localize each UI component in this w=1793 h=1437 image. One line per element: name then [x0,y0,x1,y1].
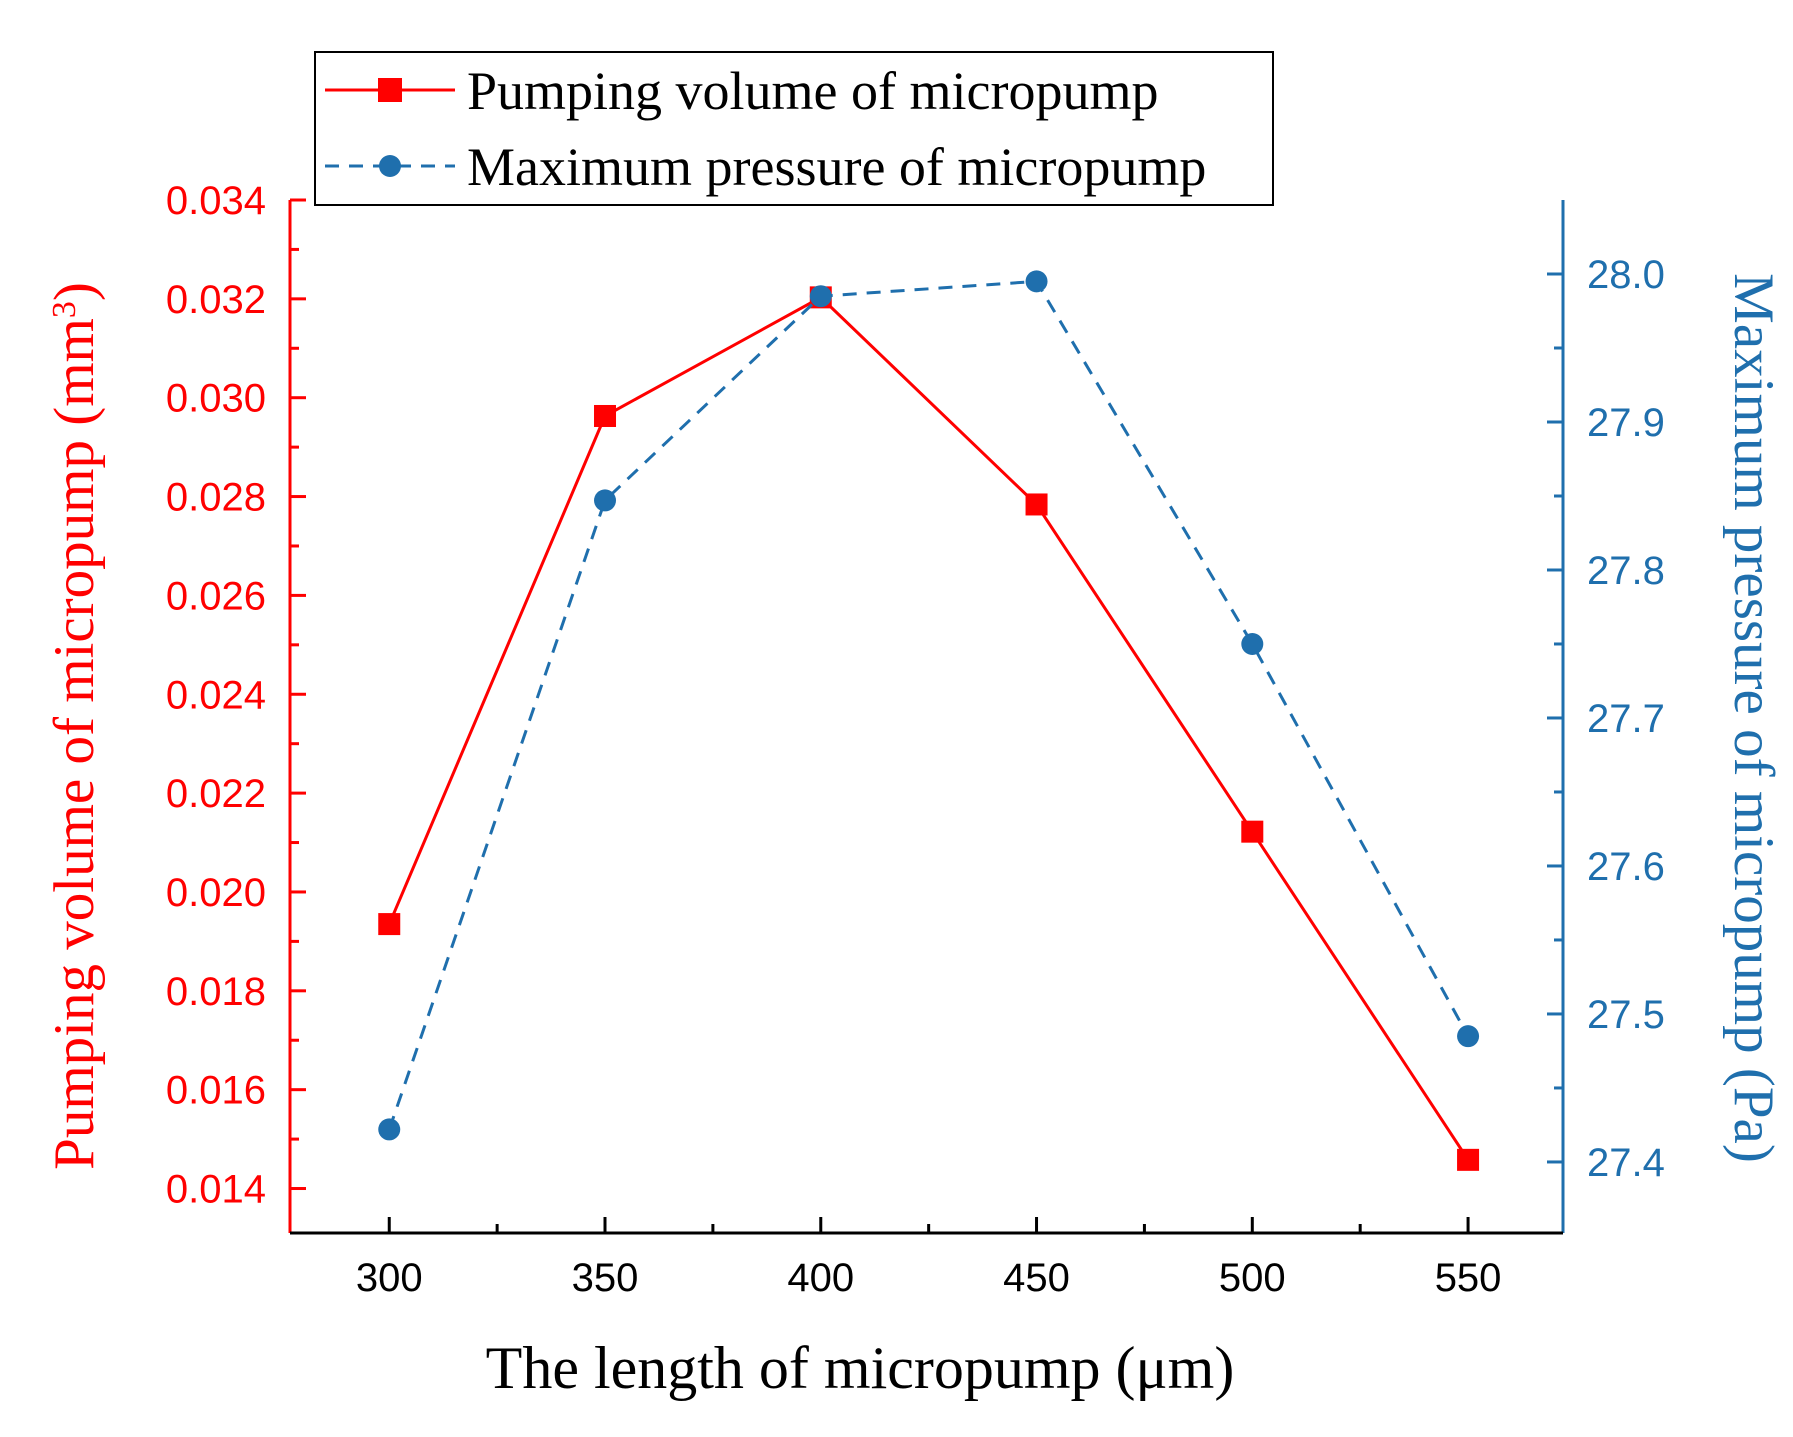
y-axis-left-title-superscript: 3 [46,301,83,318]
x-axis-title: The length of micropump (μm) [486,1335,1235,1401]
y-right-tick-label: 27.7 [1587,697,1665,741]
series-layer [378,270,1480,1171]
data-point-max-pressure [809,285,832,308]
y-right-tick-label: 27.8 [1587,549,1665,593]
data-point-max-pressure [378,1118,401,1141]
y-left-tick-label: 0.016 [166,1069,266,1113]
data-point-max-pressure [1457,1025,1480,1048]
y-left-tick-label: 0.026 [166,574,266,618]
y-left-tick-label: 0.018 [166,970,266,1014]
data-point-max-pressure [1025,270,1048,293]
data-point-pumping-volume [1457,1148,1480,1171]
x-tick-label: 400 [787,1256,854,1300]
y-axis-left-title: Pumping volume of micropump (mm3) [43,282,106,1170]
legend-label-max-pressure: Maximum pressure of micropump [467,137,1206,197]
y-axis-left-title-end: ) [43,282,106,301]
legend-marker-pumping-volume [378,78,402,102]
y-right-tick-label: 27.4 [1587,1141,1665,1185]
y-left-tick-label: 0.020 [166,871,266,915]
x-tick-label: 550 [1435,1256,1502,1300]
y-axis-right-title: Maximum pressure of micropump (Pa) [1722,273,1785,1163]
y-right-tick-label: 27.9 [1587,401,1665,445]
y-right-tick-label: 27.5 [1587,993,1665,1037]
y-left-tick-label: 0.024 [166,673,266,717]
y-left-tick-label: 0.030 [166,377,266,421]
series-line-max-pressure [387,279,1470,1130]
x-tick-label: 450 [1003,1256,1070,1300]
data-point-max-pressure [594,489,617,512]
y-right-tick-label: 28.0 [1587,253,1665,297]
y-left-tick-label: 0.034 [166,179,266,223]
data-point-pumping-volume [1025,493,1048,516]
y-left-tick-label: 0.014 [166,1168,266,1212]
y-left-tick-label: 0.028 [166,476,266,520]
legend-label-pumping-volume: Pumping volume of micropump [467,61,1158,121]
x-tick-label: 500 [1219,1256,1286,1300]
legend-box [314,51,1274,206]
x-tick-label: 350 [572,1256,639,1300]
x-tick-label: 300 [356,1256,423,1300]
data-point-pumping-volume [594,404,617,427]
axes: 0.014 0.016 0.018 0.020 0.022 0.024 0.026 0.028… [166,179,1665,1300]
legend: Pumping volume of micropump Maximum pres… [314,51,1274,206]
series-line-pumping-volume [387,295,1470,1161]
y-left-tick-label: 0.022 [166,772,266,816]
data-point-pumping-volume [378,913,401,936]
y-left-tick-label: 0.032 [166,278,266,322]
data-point-pumping-volume [1241,820,1264,843]
legend-marker-max-pressure [379,155,401,177]
data-point-max-pressure [1241,632,1264,655]
y-right-tick-label: 27.6 [1587,845,1665,889]
y-axis-left-title-main: Pumping volume of micropump (mm [43,318,106,1170]
